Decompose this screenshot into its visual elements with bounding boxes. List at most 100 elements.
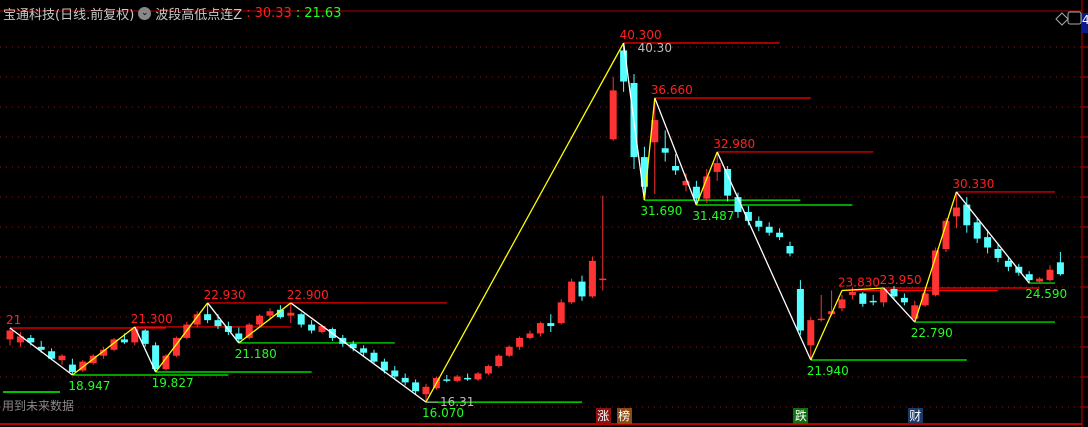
candle: [1036, 277, 1044, 284]
candle-body: [526, 333, 534, 338]
indicator-value-high: 30.33: [254, 6, 292, 21]
candle: [401, 373, 409, 386]
candle-body: [443, 379, 451, 381]
candle-body: [880, 289, 888, 303]
candle-body: [276, 309, 284, 318]
candle: [807, 317, 815, 360]
candle: [131, 326, 139, 346]
candle: [245, 323, 253, 340]
candle-body: [973, 222, 981, 239]
zigzag-segment: [9, 327, 73, 376]
candle-body: [360, 348, 368, 353]
candle-body: [900, 297, 908, 303]
candle: [713, 151, 721, 181]
candle: [308, 320, 316, 334]
candle-body: [172, 337, 180, 356]
right-panel-tab[interactable]: 4: [1082, 13, 1088, 33]
candle-body: [318, 326, 326, 332]
candle-body: [297, 314, 305, 325]
pivot-label: 22.790: [911, 326, 953, 340]
event-badge[interactable]: 涨: [595, 408, 611, 424]
event-badge[interactable]: 跌: [793, 408, 809, 424]
candle: [911, 300, 919, 323]
pivot-label: 21: [6, 313, 21, 327]
pivot-label: 21.940: [807, 364, 849, 378]
candle-body: [193, 314, 201, 325]
diamond-icon[interactable]: [1055, 12, 1069, 26]
candle: [162, 354, 170, 371]
candle-body: [932, 250, 940, 295]
candle: [1025, 271, 1033, 284]
candle-body: [859, 293, 867, 304]
pivot-label: 30.330: [952, 177, 994, 191]
candle-body: [235, 333, 243, 340]
zigzag-segment: [883, 287, 916, 323]
candle-body: [651, 120, 659, 143]
candle: [672, 154, 680, 175]
candle-body: [599, 278, 607, 281]
candle-body: [474, 373, 482, 380]
candle: [391, 366, 399, 380]
candle-body: [568, 281, 576, 303]
candle: [1004, 256, 1012, 272]
candle-body: [536, 323, 544, 334]
candle-body: [214, 320, 222, 327]
candle-body: [48, 351, 56, 359]
event-badge[interactable]: 榜: [616, 408, 632, 424]
candle: [952, 191, 960, 229]
candle: [776, 228, 784, 241]
zigzag-segment: [425, 42, 625, 403]
chevron-down-icon[interactable]: ⌄: [138, 7, 152, 20]
zigzag-segment: [695, 151, 718, 206]
candle-body: [620, 50, 628, 82]
candle-body: [984, 237, 992, 248]
candle: [932, 247, 940, 297]
zigzag-segment: [155, 302, 209, 373]
candle: [859, 291, 867, 307]
candle-body: [952, 207, 960, 217]
candle-body: [453, 376, 461, 381]
candle: [276, 305, 284, 319]
sep-1: :: [246, 6, 251, 21]
candle-body: [713, 163, 721, 172]
chart-header: 宝通科技 (日线.前复权) ⌄ 波段高低点连Z : 30.33 : 21.63: [3, 4, 341, 23]
candle: [100, 346, 108, 359]
candle-body: [661, 148, 669, 153]
event-badge[interactable]: 财: [907, 408, 923, 424]
candle-body: [994, 248, 1002, 258]
candle: [266, 308, 274, 319]
candle: [79, 360, 87, 373]
window-toggle-icon[interactable]: [1067, 11, 1082, 25]
candle: [640, 146, 648, 201]
candle-body: [464, 377, 472, 380]
candle: [193, 311, 201, 328]
pivot-label: 32.980: [713, 137, 755, 151]
pivot-label: 22.900: [287, 288, 329, 302]
candle-body: [838, 299, 846, 309]
candle-body: [516, 337, 524, 347]
pivot-label: 31.690: [640, 204, 682, 218]
candle-body: [256, 315, 264, 325]
candle: [68, 358, 76, 375]
zigzag-segment: [134, 326, 157, 373]
candle-body: [1056, 262, 1064, 275]
candle: [58, 354, 66, 365]
candle-body: [1025, 274, 1033, 281]
candle: [620, 43, 628, 92]
candle-body: [141, 330, 149, 344]
candle-body: [776, 232, 784, 238]
candle: [287, 302, 295, 324]
candle: [880, 287, 888, 307]
candle: [547, 314, 555, 332]
period-label: (日线.前复权): [55, 8, 135, 23]
candle-body: [6, 330, 14, 340]
indicator-name[interactable]: 波段高低点连Z: [155, 8, 243, 23]
stock-name: 宝通科技: [3, 8, 56, 23]
zigzag-segment: [290, 302, 427, 403]
candle: [16, 331, 24, 347]
candle-body: [100, 349, 108, 356]
candle: [172, 336, 180, 358]
candle: [464, 373, 472, 381]
candle: [1056, 251, 1064, 276]
